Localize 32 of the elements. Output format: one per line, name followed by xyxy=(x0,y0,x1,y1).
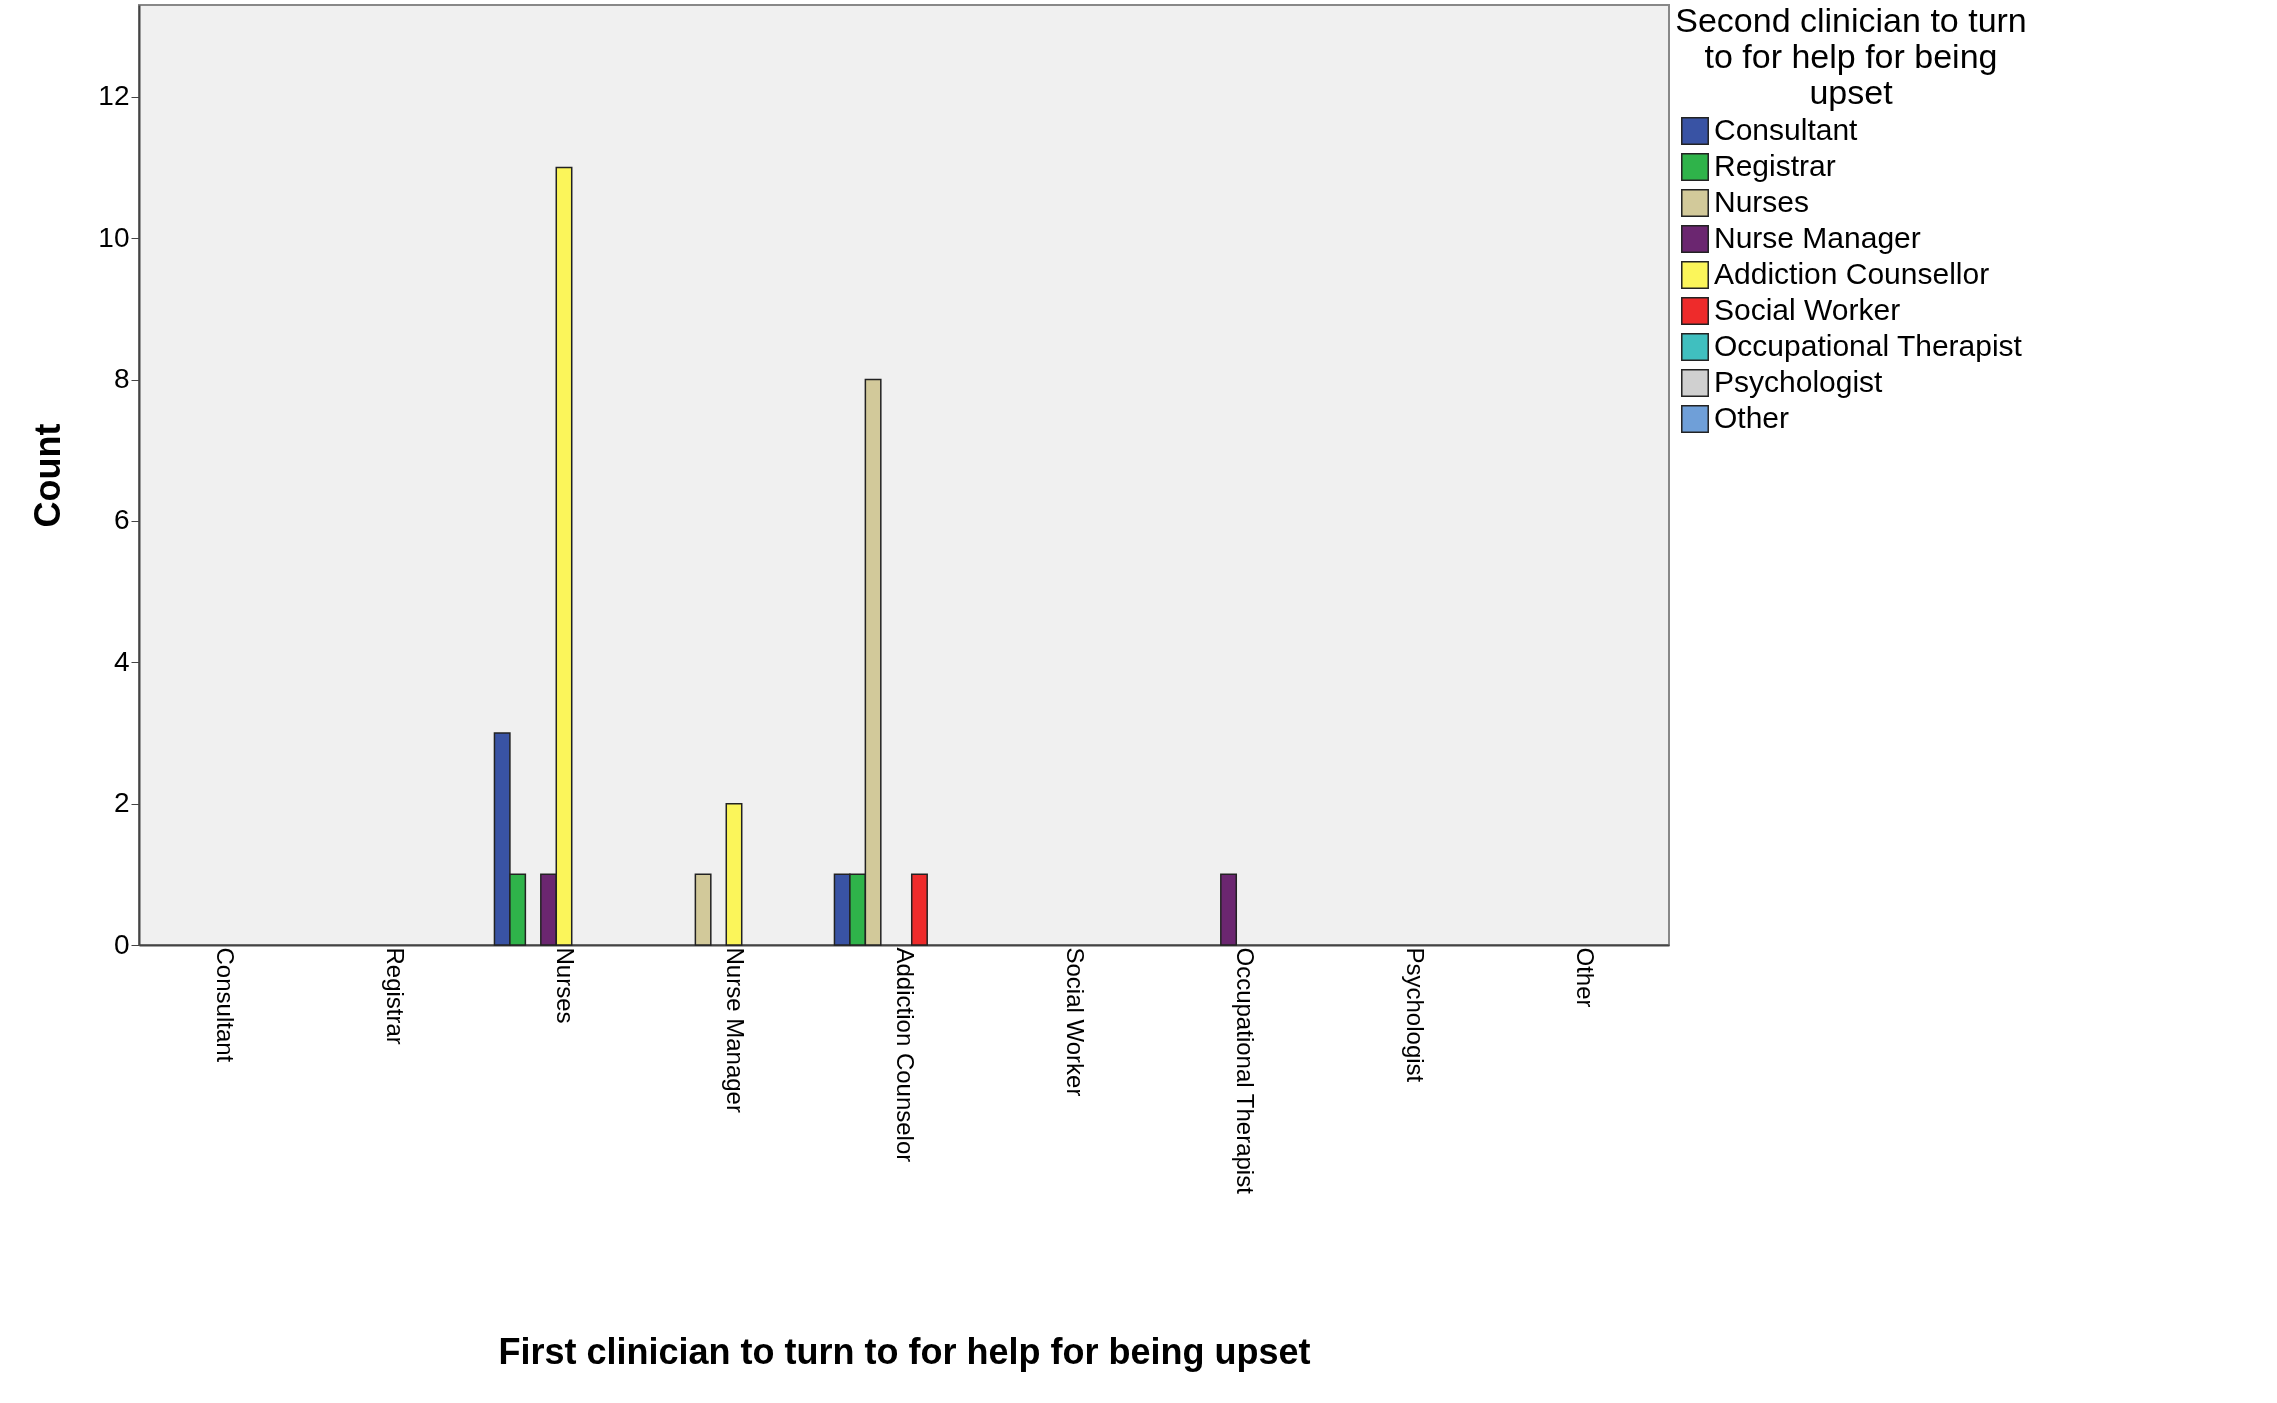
y-tick-label: 6 xyxy=(113,504,130,536)
legend-label: Consultant xyxy=(1714,113,1859,146)
bar xyxy=(725,802,743,946)
x-tick-label: Registrar xyxy=(382,947,409,1045)
bar xyxy=(910,873,928,946)
y-axis-title: Count xyxy=(27,423,69,528)
legend-label: Nurse Manager xyxy=(1714,221,1921,254)
y-tick-label: 2 xyxy=(113,787,130,819)
x-tick-label: Consultant xyxy=(212,947,239,1063)
x-tick-label: Psychologist xyxy=(1402,947,1429,1083)
x-tick-label: Occupational Therapist xyxy=(1232,947,1259,1195)
bar xyxy=(694,873,712,946)
x-tick-label: Other xyxy=(1572,947,1599,1008)
y-tick-label: 0 xyxy=(113,928,130,960)
y-tick-label: 4 xyxy=(113,645,130,677)
x-axis-title: First clinician to turn to for help for being upset xyxy=(498,1330,1311,1372)
y-tick-label: 12 xyxy=(98,80,130,112)
legend-title: Second clinician to turn to for help for being upset xyxy=(1675,1,2027,111)
x-tick-label: Nurse Manager xyxy=(722,947,749,1113)
x-tick-label: Social Worker xyxy=(1062,947,1089,1097)
legend-label: Nurses xyxy=(1714,185,1810,218)
legend-label: Occupational Therapist xyxy=(1714,329,2023,362)
legend-label: Other xyxy=(1714,401,1790,434)
x-tick-label: Addiction Counselor xyxy=(892,947,919,1163)
legend-label: Addiction Counsellor xyxy=(1714,257,1990,290)
legend-label: Registrar xyxy=(1714,149,1836,182)
bar xyxy=(1220,873,1238,946)
x-tick-label: Nurses xyxy=(552,947,579,1024)
y-tick-label: 8 xyxy=(113,363,130,395)
legend-label: Psychologist xyxy=(1714,365,1884,398)
legend-label: Social Worker xyxy=(1714,293,1901,326)
y-tick-label: 10 xyxy=(98,221,130,253)
